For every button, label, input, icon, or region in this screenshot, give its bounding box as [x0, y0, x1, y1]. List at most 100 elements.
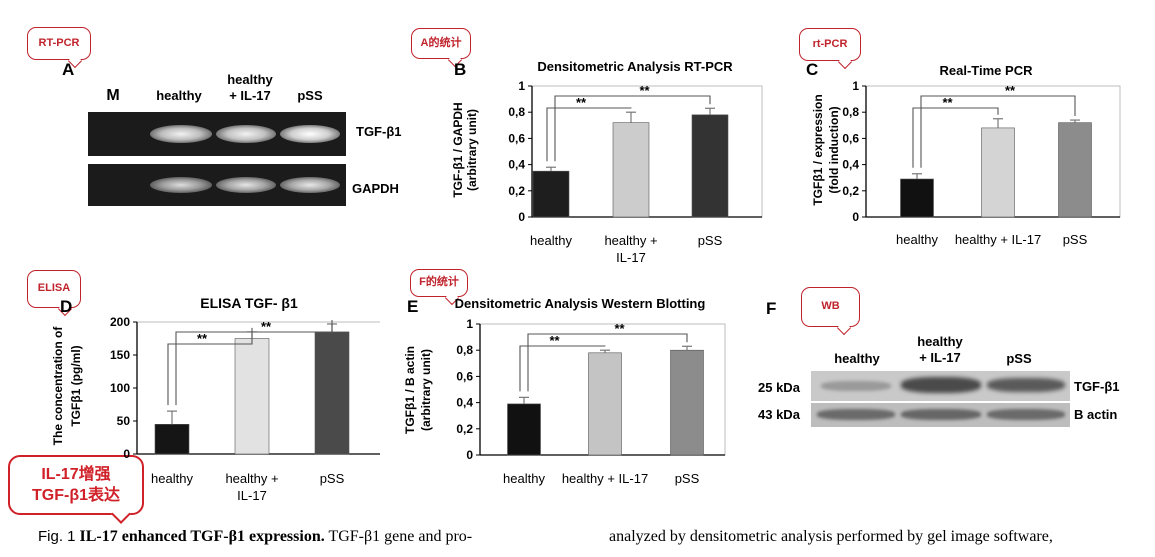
significance-label: ** [639, 83, 650, 98]
y-tick-label: 200 [110, 315, 130, 329]
bar [981, 127, 1015, 218]
wb-strip-bactin [811, 403, 1070, 427]
category-label: pSS [320, 471, 345, 486]
y-axis-label: TGFβ1 / B actin [403, 346, 417, 434]
wb-band [987, 378, 1065, 392]
significance-label: ** [942, 95, 953, 110]
category-label: healthy [151, 471, 193, 486]
significance-bracket [167, 327, 253, 406]
significance-bracket [912, 107, 999, 168]
y-tick-label: 0 [518, 210, 525, 224]
chart-d: ELISA TGF- β1 The concentration of TGFβ1 (… [51, 295, 380, 503]
significance-bracket [920, 95, 1076, 168]
category-label: healthy [503, 471, 545, 486]
gel-strip-tgfb1 [88, 112, 346, 156]
gel-row-label-gapdh: GAPDH [352, 181, 399, 196]
significance-bracket [527, 333, 688, 392]
significance-label: ** [614, 321, 625, 336]
callout-elisa: ELISA [27, 270, 81, 308]
wb-band [821, 381, 891, 391]
gel-lane-healthy: healthy [156, 88, 202, 103]
callout-rtpcr: RT-PCR [27, 27, 91, 60]
bar [532, 170, 570, 218]
bar [900, 178, 934, 218]
wb-lane-pss: pSS [1006, 351, 1032, 366]
y-axis-label: TGFβ1 / expression [811, 94, 825, 205]
category-label: IL-17 [616, 250, 646, 265]
significance-label: ** [576, 95, 587, 110]
y-tick-label: 0,4 [842, 158, 859, 172]
panel-e-letter: E [407, 297, 419, 316]
chart-c: Real-Time PCR TGFβ1 / expression (fold ind… [811, 63, 1121, 247]
caption-bold: IL-17 enhanced TGF-β1 expression. [79, 528, 325, 545]
bar [670, 349, 704, 456]
wb-lane-healthy-il17: healthy + IL-17 [917, 334, 963, 365]
y-tick-label: 0 [123, 447, 130, 461]
y-axis-label: The concentration of [51, 326, 65, 446]
significance-label: ** [197, 331, 208, 346]
y-tick-label: 1 [466, 317, 473, 331]
caption-left: Fig. 1 IL-17 enhanced TGF-β1 expression.… [38, 528, 472, 546]
summary-line-1: IL-17增强 [41, 466, 111, 483]
chart-title: Real-Time PCR [940, 63, 1034, 78]
y-axis-label: (arbitrary unit) [419, 349, 433, 431]
wb-band [987, 409, 1065, 420]
y-tick-label: 1 [518, 79, 525, 93]
chart-e: Densitometric Analysis Western Blotting T… [403, 296, 726, 486]
bar [154, 424, 190, 455]
significance-label: ** [549, 333, 560, 348]
callout-a-stats: A的统计 [411, 28, 471, 59]
gel-band [150, 177, 212, 193]
callout-summary: IL-17增强 TGF-β1表达 [8, 455, 144, 515]
y-tick-label: 0,6 [456, 369, 473, 383]
y-tick-label: 0,6 [842, 131, 859, 145]
bar [588, 352, 622, 456]
chart-title: ELISA TGF- β1 [200, 295, 298, 311]
caption-right: analyzed by densitometric analysis perfo… [609, 528, 1053, 545]
bar [691, 114, 729, 218]
gel-band [150, 125, 212, 143]
y-axis-label: (fold induction) [827, 106, 841, 193]
category-label: healthy [530, 233, 572, 248]
category-label: healthy [896, 232, 938, 247]
significance-bracket [546, 107, 632, 162]
caption-left-rest: TGF-β1 gene and pro- [328, 528, 473, 545]
panel-b-letter: B [454, 60, 467, 79]
category-label: healthy + [604, 233, 657, 248]
category-label: pSS [675, 471, 700, 486]
y-tick-label: 0,8 [508, 105, 525, 119]
gel-lane-pss: pSS [297, 88, 323, 103]
y-tick-label: 0,2 [508, 184, 525, 198]
wb-band [901, 409, 981, 420]
wb-size-43kda: 43 kDa [758, 407, 800, 422]
y-tick-label: 0,8 [842, 105, 859, 119]
gel-lane-healthy-il17: healthy + IL-17 [227, 72, 273, 103]
chart-title: Densitometric Analysis RT-PCR [537, 59, 733, 74]
category-label: IL-17 [237, 488, 267, 503]
category-label: healthy + IL-17 [955, 232, 1041, 247]
y-tick-label: 50 [117, 414, 131, 428]
bar [612, 122, 650, 218]
y-tick-label: 0,2 [456, 422, 473, 436]
wb-size-25kda: 25 kDa [758, 380, 800, 395]
bar [1058, 122, 1092, 218]
wb-row-label-tgfb1: TGF-β1 [1074, 379, 1120, 394]
y-axis-label: (arbitrary unit) [465, 109, 479, 191]
y-tick-label: 0,6 [508, 131, 525, 145]
panel-c-letter: C [806, 60, 819, 79]
panel-a-letter: A [62, 60, 75, 79]
significance-bracket [554, 95, 711, 162]
bar [234, 338, 270, 455]
category-label: healthy + IL-17 [562, 471, 648, 486]
callout-wb: WB [801, 287, 860, 327]
gel-lane-m: M [106, 87, 120, 104]
category-label: pSS [698, 233, 723, 248]
chart-title: Densitometric Analysis Western Blotting [455, 296, 706, 311]
y-tick-label: 0,2 [842, 184, 859, 198]
y-tick-label: 150 [110, 348, 130, 362]
significance-bracket [519, 345, 606, 392]
gel-strip-gapdh [88, 164, 346, 206]
y-tick-label: 0 [466, 448, 473, 462]
chart-b: Densitometric Analysis RT-PCR TGF-β1 / GA… [451, 59, 763, 265]
wb-band [817, 409, 895, 420]
